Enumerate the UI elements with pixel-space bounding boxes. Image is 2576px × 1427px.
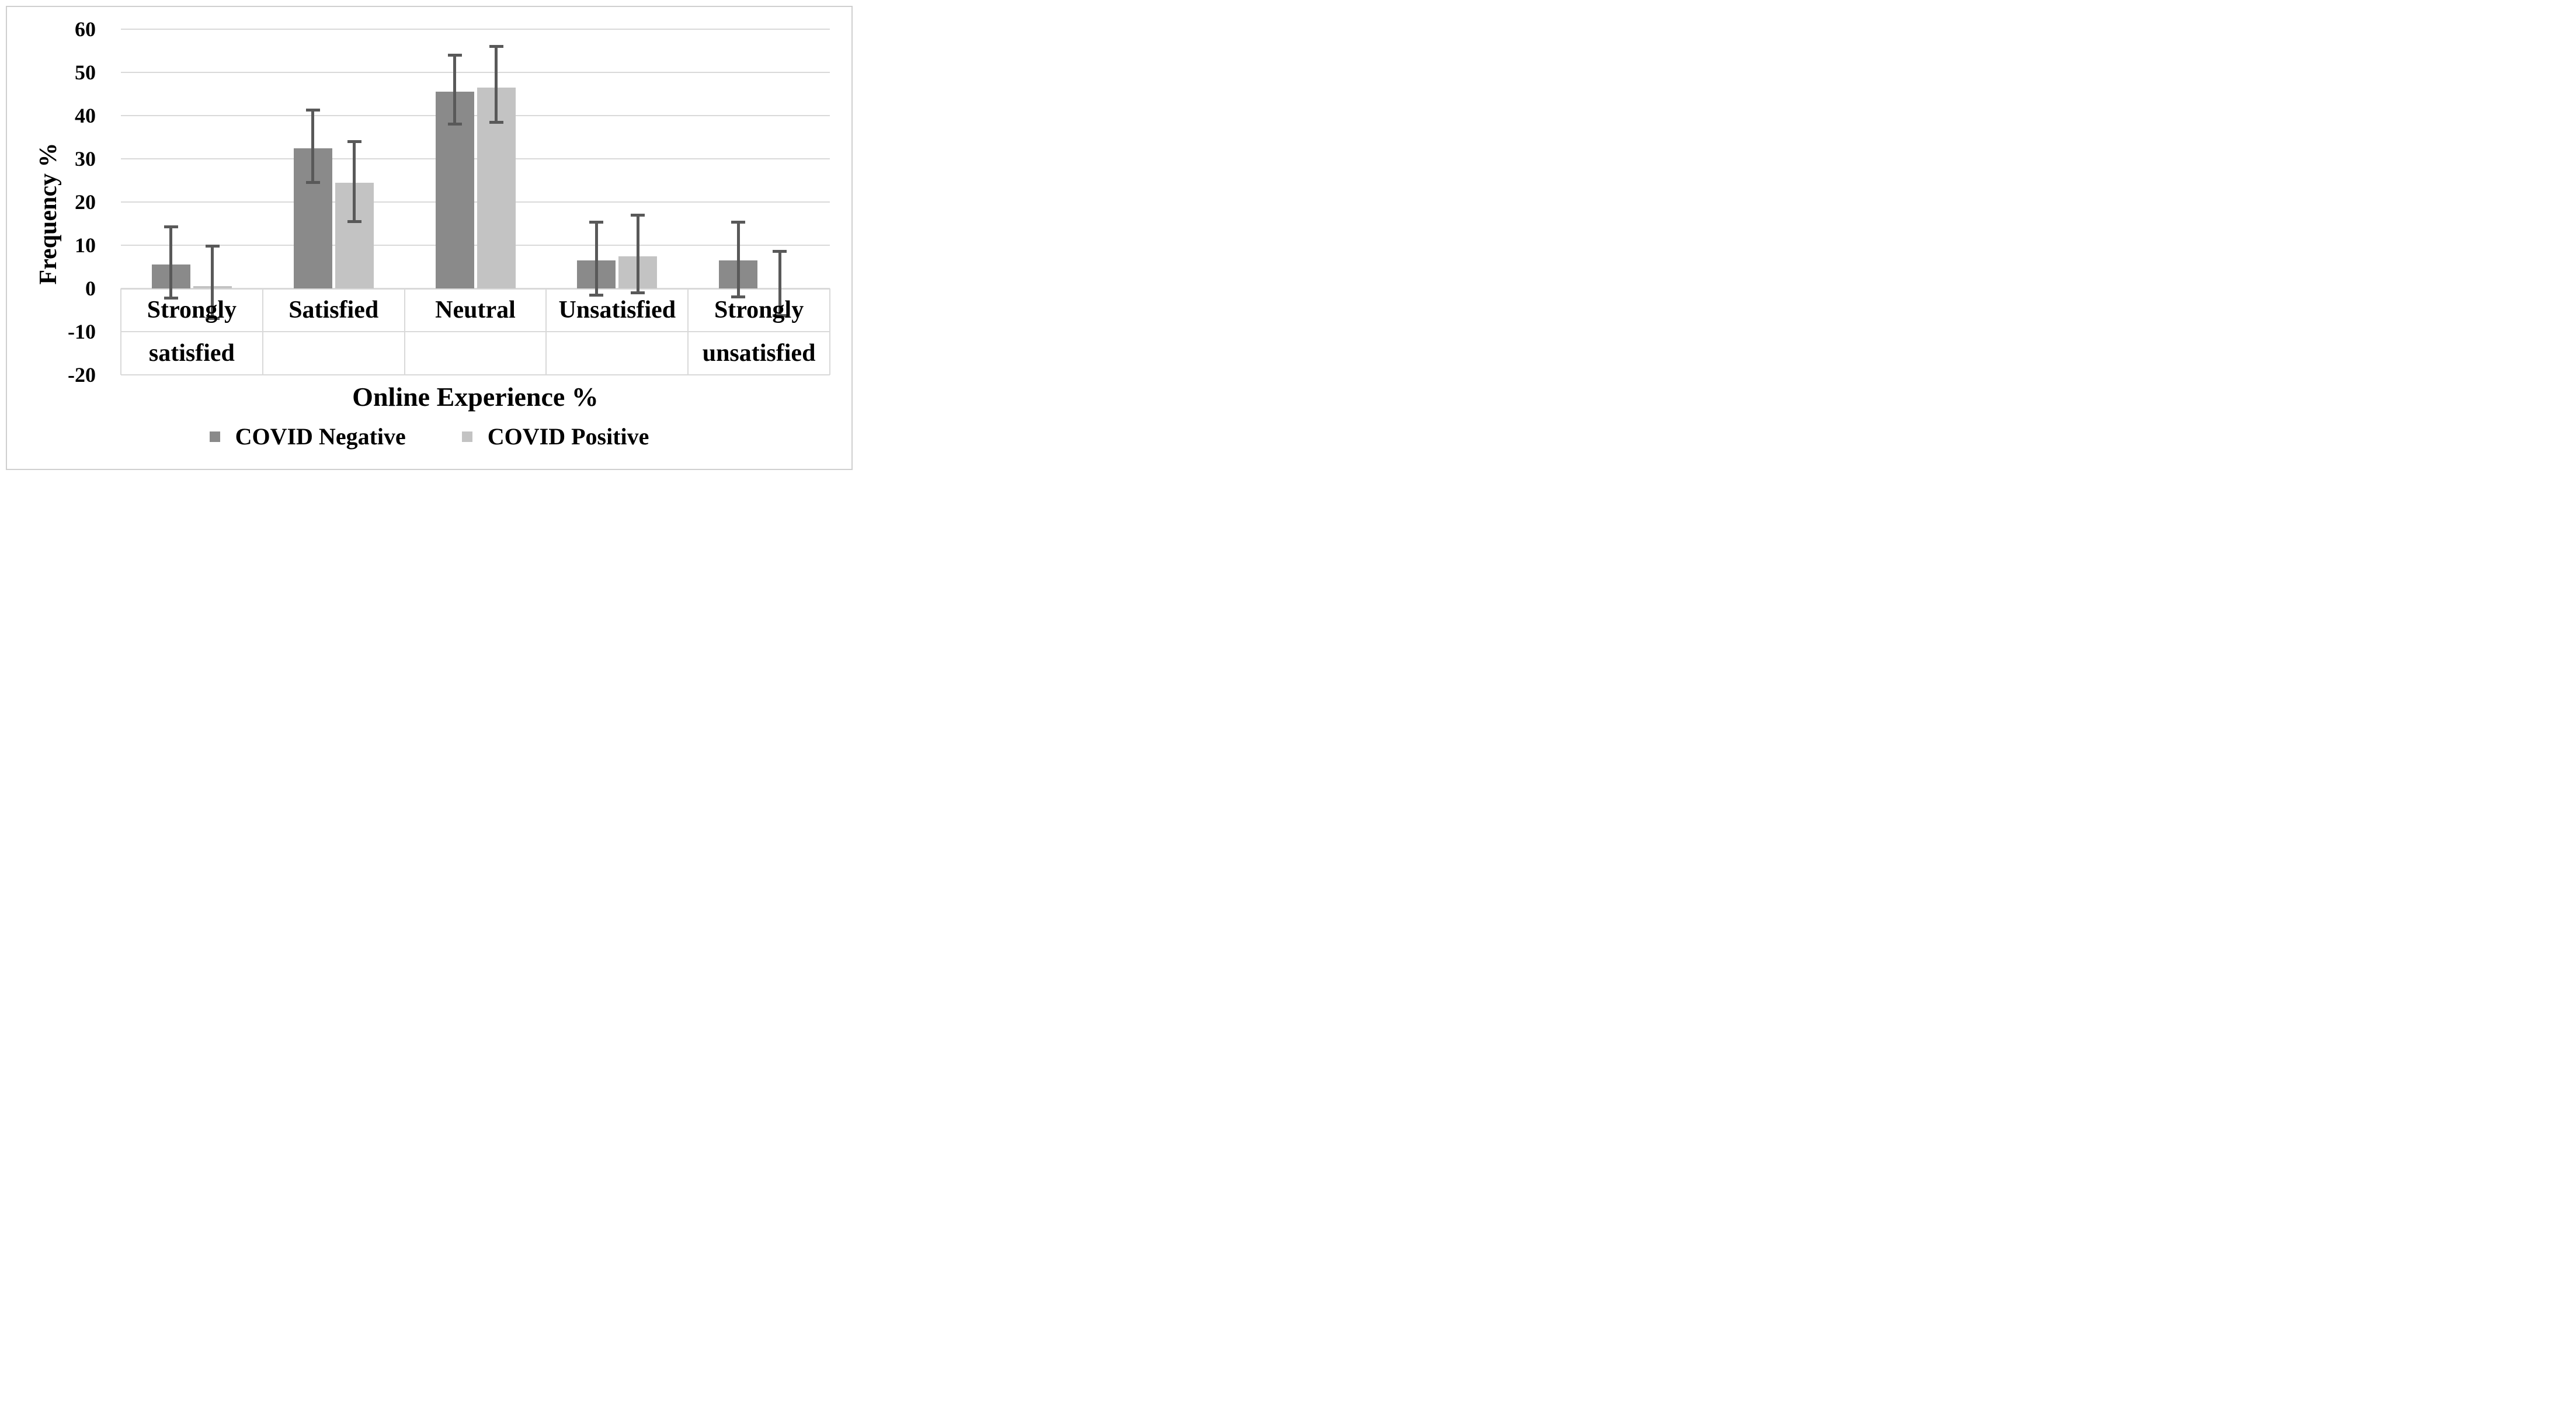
error-bar-line [169,227,173,298]
y-tick-label: -10 [68,320,96,343]
error-bar-top-cap [347,140,361,143]
gridline [121,29,830,30]
x-axis-title: Online Experience % [352,382,599,412]
covid-positive-swatch-icon [461,431,472,442]
error-bar-bottom-cap [489,120,503,124]
legend: COVID Negative COVID Positive [0,423,858,451]
error-bar-top-cap [731,221,746,224]
category-separator-line [829,288,830,375]
gridline [121,245,830,246]
legend-label-covid-negative: COVID Negative [235,423,406,450]
error-bar-line [636,215,639,293]
error-bar-bottom-cap [447,123,462,126]
category-label: Unsatisfied [558,297,676,323]
error-bar-bottom-cap [731,295,746,299]
label-row-line [121,374,830,375]
error-bar-bottom-cap [347,220,361,223]
error-bar-bottom-cap [773,314,787,318]
error-bar-line [736,222,740,297]
y-tick-label: 40 [75,104,96,127]
y-tick-label: 30 [75,147,96,170]
error-bar-bottom-cap [205,317,220,321]
error-bar-top-cap [489,45,503,48]
gridline [121,201,830,203]
error-bar-top-cap [164,225,178,228]
legend-item-covid-positive: COVID Positive [461,423,649,451]
error-bar-top-cap [773,249,787,253]
gridline [121,158,830,159]
error-bar-top-cap [305,108,320,112]
category-label: Neutral [435,297,516,323]
legend-item-covid-negative: COVID Negative [209,423,406,451]
error-bar-bottom-cap [589,293,604,297]
error-bar-top-cap [205,244,220,248]
error-bar-line [311,110,315,183]
gridline [121,115,830,116]
category-label: Strongly [714,297,804,323]
error-bar-top-cap [589,221,604,224]
y-tick-label: 10 [75,234,96,257]
y-tick-label: 60 [75,18,96,41]
legend-label-covid-positive: COVID Positive [487,423,649,450]
error-bar-top-cap [631,213,645,217]
error-bar-bottom-cap [305,181,320,185]
label-row-line [121,331,830,332]
error-bar-bottom-cap [631,291,645,294]
error-bar-line [211,246,214,319]
y-tick-label: 20 [75,190,96,214]
zero-axis-line [121,288,830,290]
covid-negative-swatch-icon [209,431,220,442]
error-bar-line [778,251,781,316]
error-bar-bottom-cap [164,296,178,300]
category-label: Satisfied [288,297,379,323]
y-tick-label: 0 [85,277,96,300]
y-tick-label: 50 [75,61,96,84]
error-bar-line [353,141,356,222]
error-bar-top-cap [447,53,462,57]
category-label: Strongly [147,297,237,323]
bar-chart-figure: Frequency % 60 50 40 30 20 10 0 -10 -20 Strongly… [0,0,858,476]
gridline [121,72,830,73]
y-tick-label: -20 [68,363,96,387]
category-label: unsatisfied [702,340,816,367]
error-bar-line [495,46,498,123]
error-bar-line [595,222,598,295]
error-bar-line [453,55,456,124]
chart-border [6,6,853,470]
category-label: satisfied [148,340,235,367]
